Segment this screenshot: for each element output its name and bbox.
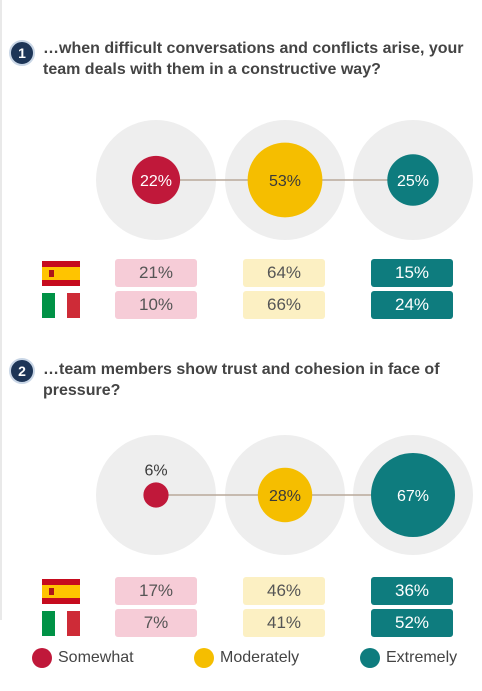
italy-flag-icon <box>42 611 80 636</box>
q1-italy-moderately-value: 66% <box>243 291 325 319</box>
question-2-bubble-chart: 6% 28% 67% <box>96 435 473 555</box>
q1-spain-extremely-value: 15% <box>371 259 453 287</box>
spain-flag-icon <box>42 579 80 604</box>
legend: Somewhat Moderately Extremely <box>0 645 482 671</box>
extremely-bubble <box>371 453 455 537</box>
extremely-bubble-label: 67% <box>397 488 429 505</box>
somewhat-bubble-label: 22% <box>140 173 172 190</box>
legend-label: Extremely <box>386 649 458 666</box>
q2-italy-extremely-value: 52% <box>371 609 453 637</box>
moderately-bubble-label: 28% <box>269 488 301 505</box>
somewhat-bubble-label: 6% <box>144 462 167 479</box>
moderately-bubble-label: 53% <box>269 173 301 190</box>
q1-italy-somewhat-value: 10% <box>115 291 197 319</box>
extremely-dot-icon <box>360 648 380 668</box>
extremely-bubble-label: 25% <box>397 173 429 190</box>
q2-spain-moderately-value: 46% <box>243 577 325 605</box>
extremely-bubble <box>387 154 439 206</box>
q2-italy-moderately-value: 41% <box>243 609 325 637</box>
somewhat-bubble <box>131 155 181 205</box>
somewhat-bubble <box>143 482 169 508</box>
legend-item-moderately: Moderately <box>194 645 299 671</box>
q1-spain-moderately-value: 64% <box>243 259 325 287</box>
left-rule <box>0 0 2 620</box>
moderately-dot-icon <box>194 648 214 668</box>
legend-label: Moderately <box>220 649 300 666</box>
q1-italy-extremely-value: 24% <box>371 291 453 319</box>
legend-label: Somewhat <box>58 649 134 666</box>
q2-spain-somewhat-value: 17% <box>115 577 197 605</box>
q1-spain-somewhat-value: 21% <box>115 259 197 287</box>
q2-italy-somewhat-value: 7% <box>115 609 197 637</box>
legend-item-somewhat: Somewhat <box>32 645 134 671</box>
moderately-bubble <box>257 467 313 523</box>
question-1-text: …when difficult conversations and confli… <box>43 40 464 78</box>
q2-spain-extremely-value: 36% <box>371 577 453 605</box>
italy-flag-icon <box>42 293 80 318</box>
somewhat-dot-icon <box>32 648 52 668</box>
spain-flag-icon <box>42 261 80 286</box>
legend-item-extremely: Extremely <box>360 645 457 671</box>
question-2-number-badge: 2 <box>9 358 35 384</box>
question-1-bubble-chart: 22% 53% 25% <box>96 120 473 240</box>
question-2-text: …team members show trust and cohesion in… <box>43 361 440 399</box>
moderately-bubble <box>247 142 323 218</box>
question-1-number-badge: 1 <box>9 40 35 66</box>
